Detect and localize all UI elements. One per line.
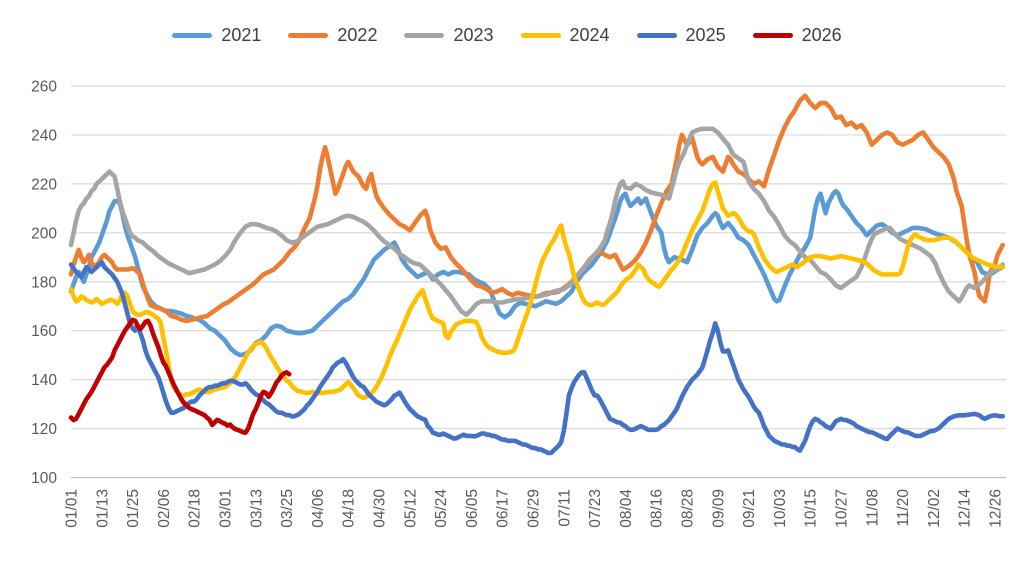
- x-axis-label-06/05: 06/05: [464, 489, 481, 528]
- legend-item-2026[interactable]: 2026: [752, 25, 842, 45]
- y-axis-label-240: 240: [31, 127, 57, 144]
- legend-swatch-icon: [172, 32, 213, 38]
- x-axis-label-10/27: 10/27: [834, 489, 851, 528]
- x-axis-label-04/06: 04/06: [310, 489, 327, 528]
- legend-label: 2022: [337, 25, 378, 45]
- x-axis-label-07/11: 07/11: [556, 489, 573, 527]
- legend-item-2022[interactable]: 2022: [288, 26, 377, 44]
- x-axis-label-02/06: 02/06: [156, 489, 173, 528]
- legend-label: 2025: [685, 25, 726, 45]
- series-line-2022[interactable]: [68, 93, 1006, 324]
- x-axis-label-05/12: 05/12: [402, 489, 419, 528]
- x-axis-label-04/30: 04/30: [372, 489, 389, 528]
- x-axis-label-02/18: 02/18: [187, 489, 204, 528]
- series-line-2025[interactable]: [68, 259, 1006, 456]
- y-axis-label-180: 180: [31, 274, 57, 291]
- x-axis-label-11/08: 11/08: [864, 489, 881, 527]
- legend-swatch-icon: [752, 32, 793, 38]
- y-axis-label-140: 140: [31, 372, 57, 389]
- x-axis-label-05/24: 05/24: [433, 489, 450, 528]
- x-axis-label-08/28: 08/28: [680, 489, 697, 528]
- x-axis-label-08/04: 08/04: [618, 489, 635, 528]
- legend-item-2025[interactable]: 2025: [636, 25, 726, 45]
- x-axis-label-12/14: 12/14: [957, 489, 974, 528]
- x-axis-label-09/09: 09/09: [710, 489, 727, 528]
- legend-label: 2024: [569, 25, 610, 45]
- x-axis-label-11/20: 11/20: [895, 489, 912, 527]
- legend-swatch-icon: [404, 32, 445, 38]
- x-axis-label-03/13: 03/13: [248, 489, 265, 528]
- y-axis-label-160: 160: [31, 323, 57, 340]
- x-axis-label-01/01: 01/01: [64, 489, 81, 528]
- x-axis-label-01/25: 01/25: [125, 489, 142, 528]
- x-axis-label-10/15: 10/15: [803, 489, 820, 528]
- x-axis-label-06/29: 06/29: [526, 489, 543, 528]
- y-axis-label-100: 100: [31, 470, 57, 487]
- legend-label: 2026: [801, 25, 842, 45]
- y-axis-label-220: 220: [31, 176, 57, 193]
- y-axis-label-200: 200: [31, 225, 57, 242]
- legend-item-2021[interactable]: 2021: [172, 26, 261, 44]
- series-line-2023[interactable]: [68, 126, 1006, 318]
- x-axis-label-03/01: 03/01: [218, 489, 235, 528]
- x-axis-label-12/02: 12/02: [926, 489, 943, 528]
- legend-label: 2023: [453, 25, 494, 45]
- x-axis-label-06/17: 06/17: [495, 489, 512, 528]
- legend-swatch-icon: [520, 32, 561, 38]
- series-line-2024[interactable]: [68, 180, 1006, 401]
- x-axis-label-03/25: 03/25: [279, 489, 296, 528]
- y-axis-label-260: 260: [31, 79, 57, 96]
- legend-label: 2021: [221, 25, 262, 45]
- x-axis-label-07/23: 07/23: [587, 489, 604, 528]
- x-axis-label-12/26: 12/26: [988, 489, 1005, 528]
- series-line-2026[interactable]: [68, 317, 292, 436]
- x-axis-label-01/13: 01/13: [94, 489, 111, 528]
- x-axis-label-04/18: 04/18: [341, 489, 358, 528]
- legend: 2021 2022 2023 2024 2025 2026: [0, 26, 1014, 44]
- legend-swatch-icon: [288, 32, 329, 38]
- x-axis-label-10/03: 10/03: [772, 489, 789, 528]
- y-axis-label-120: 120: [31, 421, 57, 438]
- x-axis-label-08/16: 08/16: [649, 489, 666, 528]
- x-axis-label-09/21: 09/21: [741, 489, 758, 528]
- legend-swatch-icon: [636, 32, 677, 38]
- legend-item-2024[interactable]: 2024: [520, 25, 610, 45]
- legend-item-2023[interactable]: 2023: [404, 25, 494, 45]
